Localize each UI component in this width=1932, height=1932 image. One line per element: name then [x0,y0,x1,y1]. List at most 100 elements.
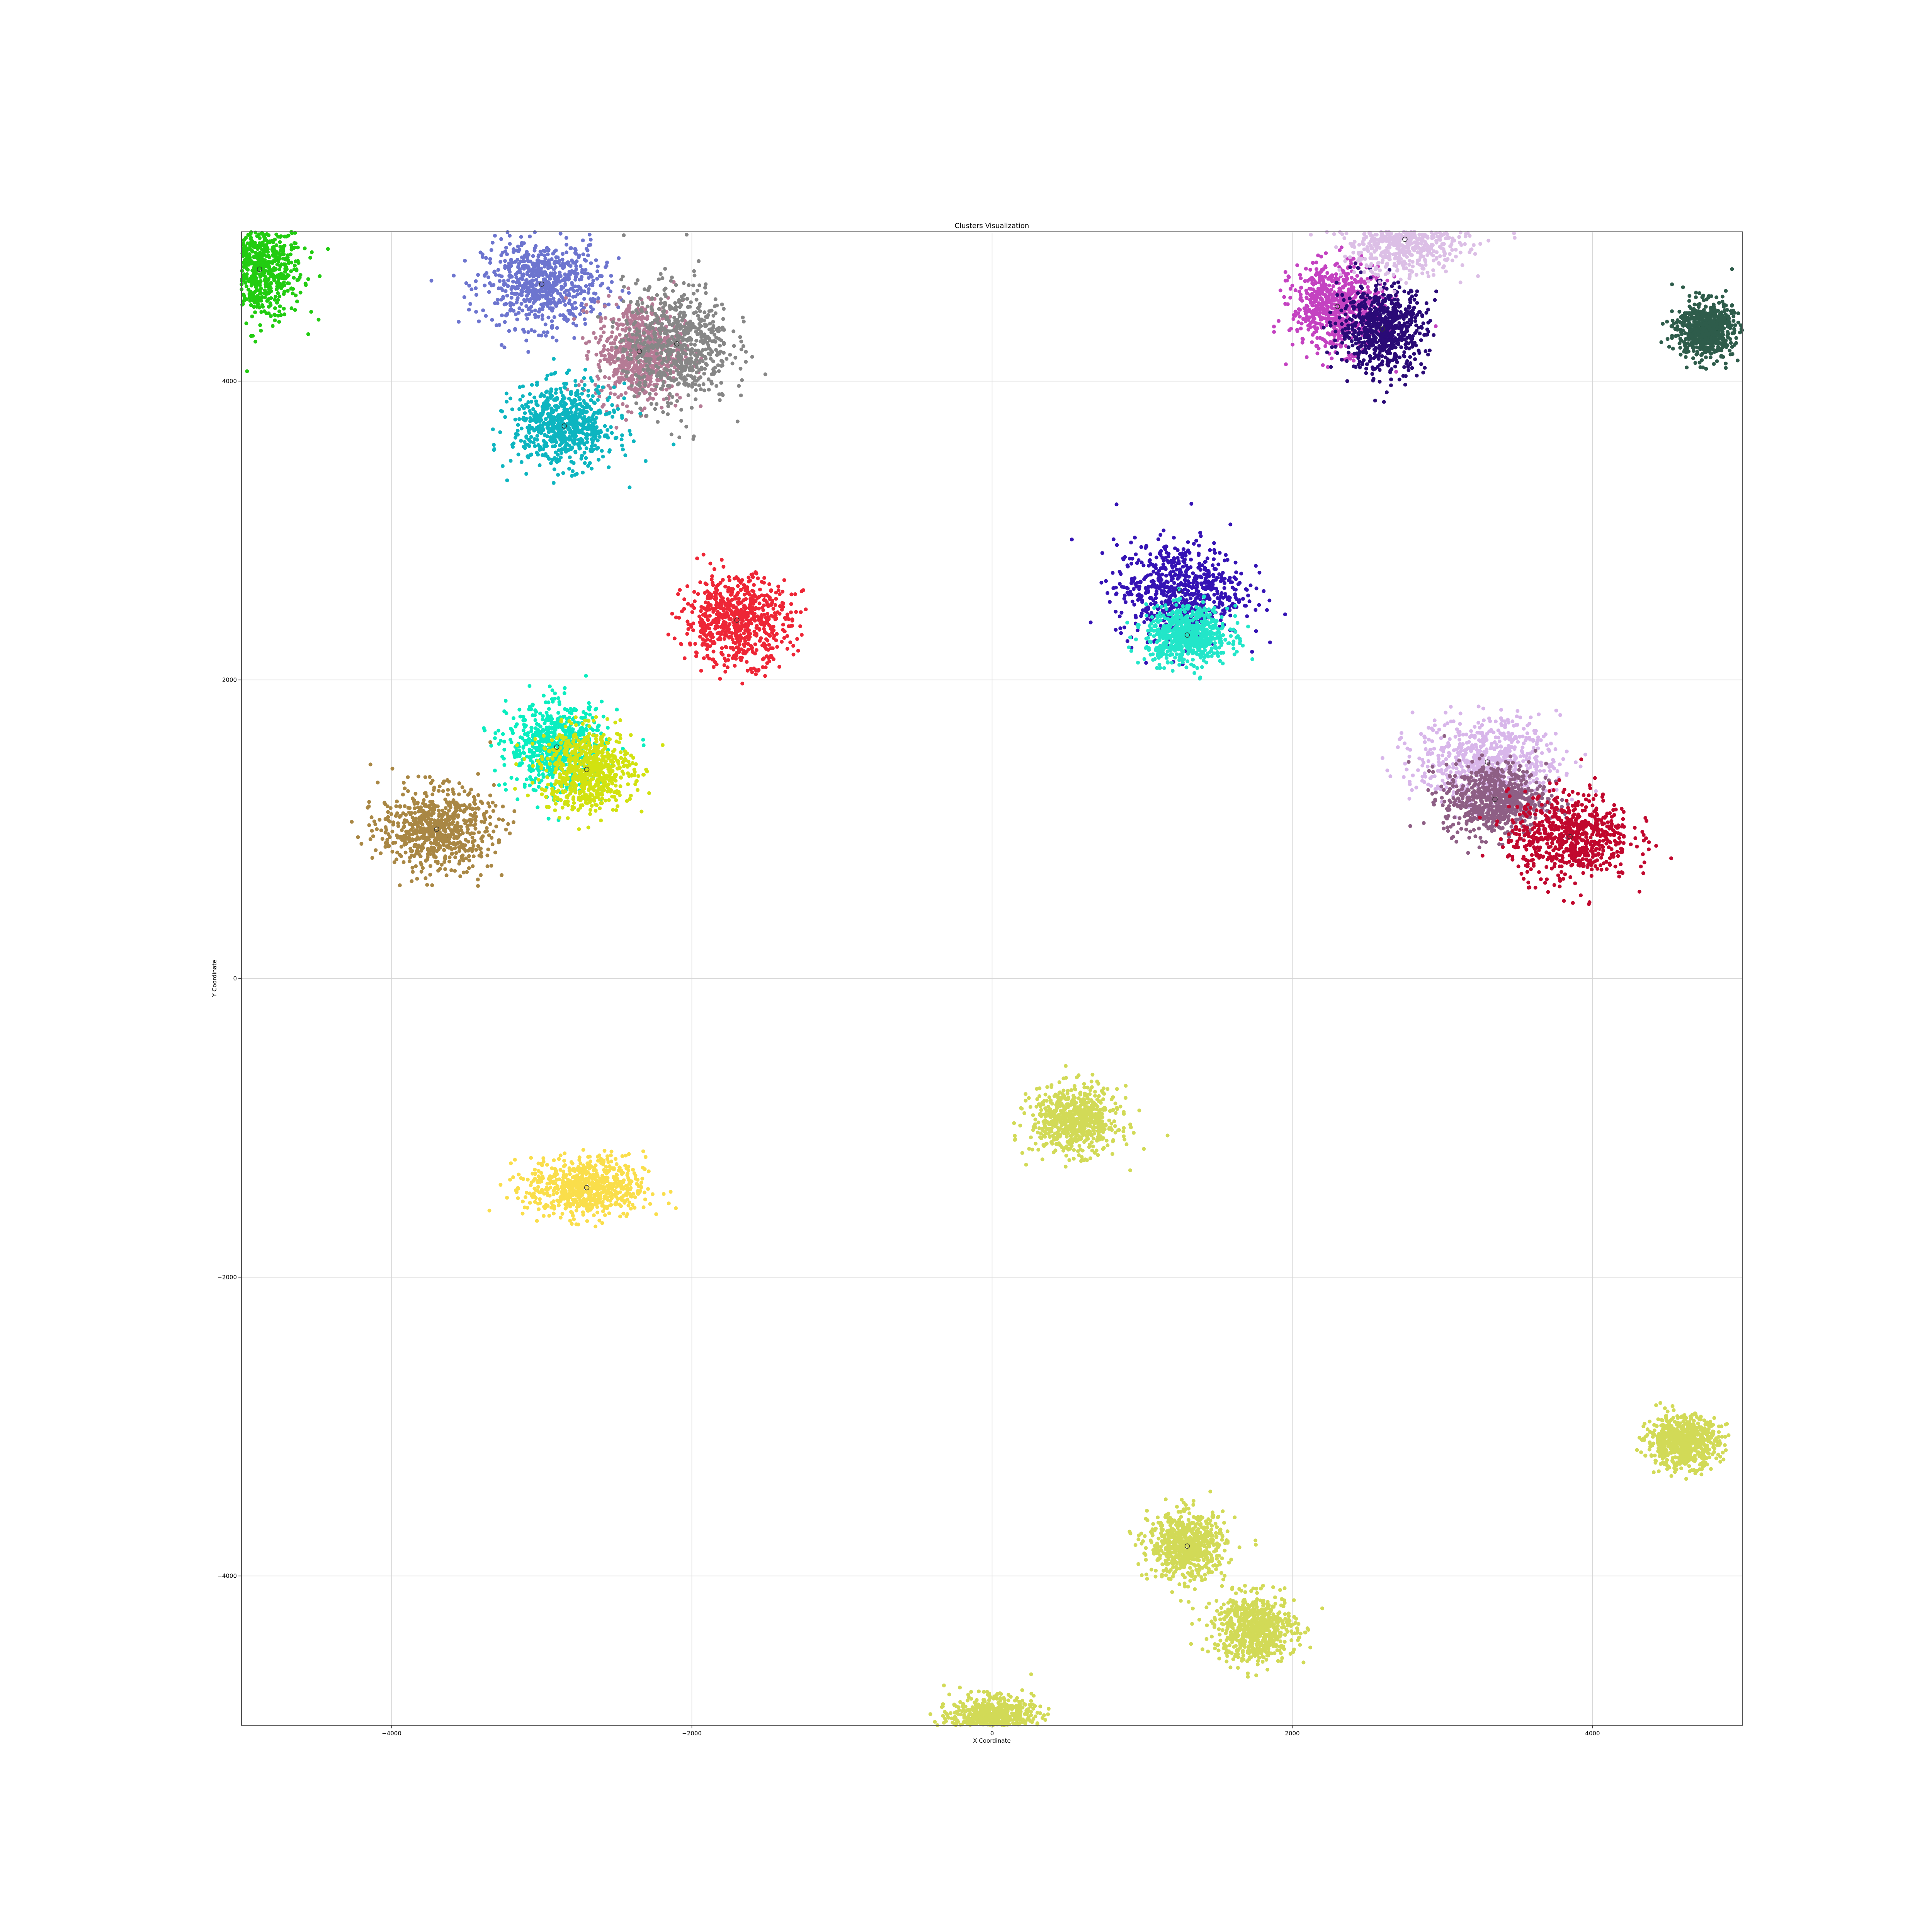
data-point [540,261,544,265]
data-point [650,321,655,325]
data-point [243,259,247,263]
data-point [723,670,728,674]
data-point [488,261,492,265]
data-point [493,769,497,773]
data-point [728,646,733,650]
data-point [660,276,665,280]
data-point [582,441,586,446]
data-point [292,276,296,280]
data-point [303,246,307,250]
data-point [258,281,262,286]
data-point [594,706,598,711]
data-point [539,272,543,276]
data-point [588,419,592,423]
data-point [735,639,740,644]
data-point [264,292,268,296]
data-point [670,395,675,399]
data-point [253,310,257,315]
data-point [526,291,531,296]
data-point [624,374,629,378]
data-point [644,390,648,394]
data-point [648,396,652,400]
data-point [686,305,690,309]
data-point [709,327,713,332]
data-point [587,426,592,430]
data-point [624,370,629,374]
data-point [294,259,298,264]
data-point [554,338,559,343]
data-point [258,323,262,327]
data-point [631,378,636,382]
data-point [697,614,701,619]
data-point [542,248,546,253]
data-point [608,362,612,366]
data-point [621,315,626,319]
data-point [553,265,558,269]
data-point [474,310,478,314]
data-point [646,331,650,335]
data-point [710,381,714,386]
data-point [541,293,545,298]
data-point [675,399,679,403]
data-point [680,325,684,329]
data-point [708,321,712,326]
data-point [721,599,725,603]
data-point [254,276,258,280]
data-point [512,247,516,251]
data-point [267,304,271,309]
data-point [609,391,613,395]
data-point [571,306,575,310]
data-point [549,265,553,269]
data-point [536,740,540,744]
data-point [573,398,577,402]
data-point [615,707,619,712]
data-point [689,604,694,608]
data-point [558,313,563,317]
data-point [698,634,702,639]
data-point [525,250,529,254]
data-point [614,335,618,339]
data-point [286,233,291,238]
data-point [789,610,793,614]
data-point [716,329,720,333]
data-point [560,257,565,262]
data-point [484,256,488,260]
data-point [673,329,678,333]
data-point [258,289,262,293]
data-point [533,444,537,448]
data-point [540,317,544,321]
data-point [588,461,592,465]
data-point [505,311,509,316]
data-point [551,428,556,432]
data-point [575,408,579,412]
data-point [561,434,565,437]
data-point [522,406,526,410]
data-point [545,374,549,378]
data-point [534,788,538,793]
data-point [583,401,587,405]
data-point [535,722,539,726]
data-point [718,344,722,348]
data-point [469,287,474,291]
data-point [523,725,527,729]
data-point [249,284,253,287]
data-point [537,785,541,789]
data-point [689,357,693,361]
data-point [539,724,543,729]
data-point [727,653,731,658]
data-point [650,307,654,311]
data-point [631,310,635,315]
data-point [521,384,525,389]
data-point [612,408,616,413]
data-point [519,243,524,248]
data-point [546,299,550,303]
data-point [514,751,518,755]
data-point [582,383,587,387]
data-point [617,318,621,322]
data-point [499,237,503,241]
data-point [621,369,625,373]
data-point [517,281,521,285]
data-point [257,232,261,236]
data-point [544,288,548,292]
data-point [627,291,631,295]
